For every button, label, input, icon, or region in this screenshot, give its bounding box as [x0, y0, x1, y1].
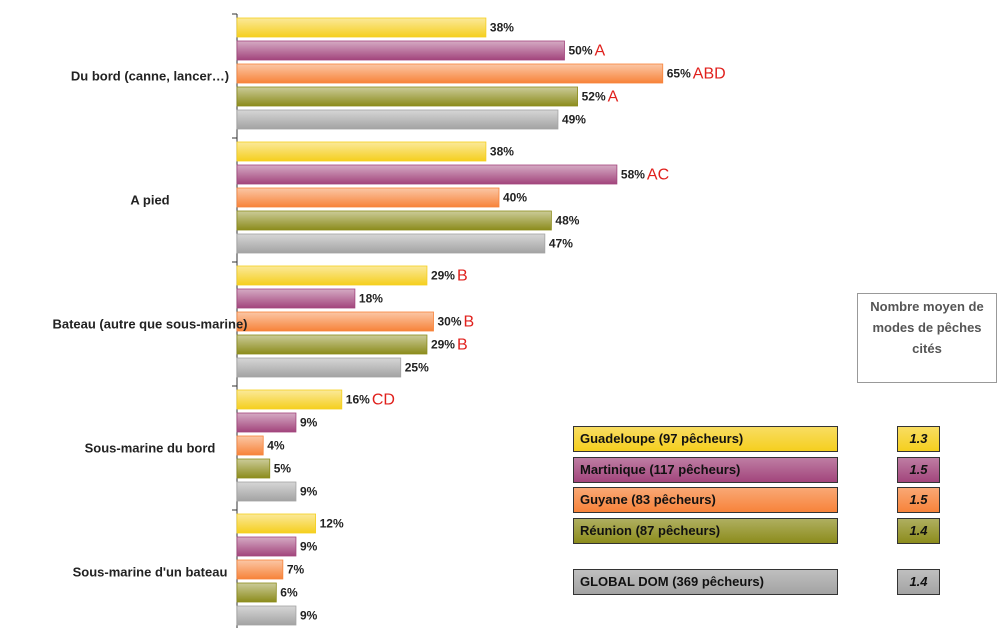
legend-entry: GLOBAL DOM (369 pêcheurs) — [573, 569, 838, 595]
bar — [236, 86, 579, 107]
bar — [236, 389, 343, 410]
annotation: CD — [372, 392, 395, 409]
bar — [236, 233, 546, 254]
value-label: 18% — [359, 292, 383, 306]
bar — [236, 435, 264, 456]
value-label: 47% — [549, 237, 573, 251]
bar — [236, 288, 356, 309]
value-label: 50% — [569, 44, 593, 58]
bar — [236, 582, 277, 603]
category-label: Du bord (canne, lancer…) — [70, 68, 230, 84]
bar — [236, 311, 434, 332]
bar — [236, 605, 297, 626]
value-label: 65% — [667, 67, 691, 81]
bar — [236, 265, 428, 286]
annotation: ABD — [693, 66, 726, 83]
value-label: 49% — [562, 113, 586, 127]
legend-entry: Guyane (83 pêcheurs) — [573, 487, 838, 513]
bar — [236, 40, 565, 61]
value-label: 6% — [280, 586, 298, 600]
annotation: B — [464, 314, 475, 331]
value-label: 38% — [490, 21, 514, 35]
bar — [236, 187, 500, 208]
value-label: 9% — [300, 485, 318, 499]
value-label: 38% — [490, 145, 514, 159]
category-label: Bateau (autre que sous-marine) — [52, 316, 248, 332]
bar — [236, 164, 618, 185]
value-label: 40% — [503, 191, 527, 205]
bar — [236, 63, 664, 84]
bar — [236, 17, 487, 38]
bar — [236, 481, 297, 502]
value-label: 25% — [405, 361, 429, 375]
value-label: 5% — [274, 462, 292, 476]
bar — [236, 458, 271, 479]
bar — [236, 357, 402, 378]
annotation: B — [457, 268, 468, 285]
value-label: 12% — [320, 517, 344, 531]
bar — [236, 412, 297, 433]
annotation: AC — [647, 167, 669, 184]
value-label: 52% — [582, 90, 606, 104]
legend-entry: Guadeloupe (97 pêcheurs) — [573, 426, 838, 452]
value-label: 29% — [431, 269, 455, 283]
value-label: 48% — [555, 214, 579, 228]
bar — [236, 559, 284, 580]
legend-header: Nombre moyen de modes de pêches cités — [857, 293, 997, 383]
bar — [236, 109, 559, 130]
legend-average: 1.3 — [897, 426, 940, 452]
bar — [236, 210, 552, 231]
legend-entry: Réunion (87 pêcheurs) — [573, 518, 838, 544]
legend-average: 1.4 — [897, 518, 940, 544]
value-label: 29% — [431, 338, 455, 352]
value-label: 58% — [621, 168, 645, 182]
annotation: A — [608, 89, 619, 106]
category-label: A pied — [130, 192, 170, 208]
value-label: 9% — [300, 609, 318, 623]
legend-average: 1.4 — [897, 569, 940, 595]
bar — [236, 513, 316, 534]
value-label: 9% — [300, 540, 318, 554]
value-label: 30% — [438, 315, 462, 329]
value-label: 4% — [267, 439, 285, 453]
annotation: A — [595, 43, 606, 60]
value-label: 7% — [287, 563, 305, 577]
legend-average: 1.5 — [897, 487, 940, 513]
category-label: Sous-marine d'un bateau — [72, 564, 228, 580]
annotation: B — [457, 337, 468, 354]
bar — [236, 536, 297, 557]
bar — [236, 334, 428, 355]
value-label: 16% — [346, 393, 370, 407]
value-label: 9% — [300, 416, 318, 430]
category-label: Sous-marine du bord — [84, 440, 216, 456]
legend-average: 1.5 — [897, 457, 940, 483]
bar — [236, 141, 487, 162]
legend-entry: Martinique (117 pêcheurs) — [573, 457, 838, 483]
